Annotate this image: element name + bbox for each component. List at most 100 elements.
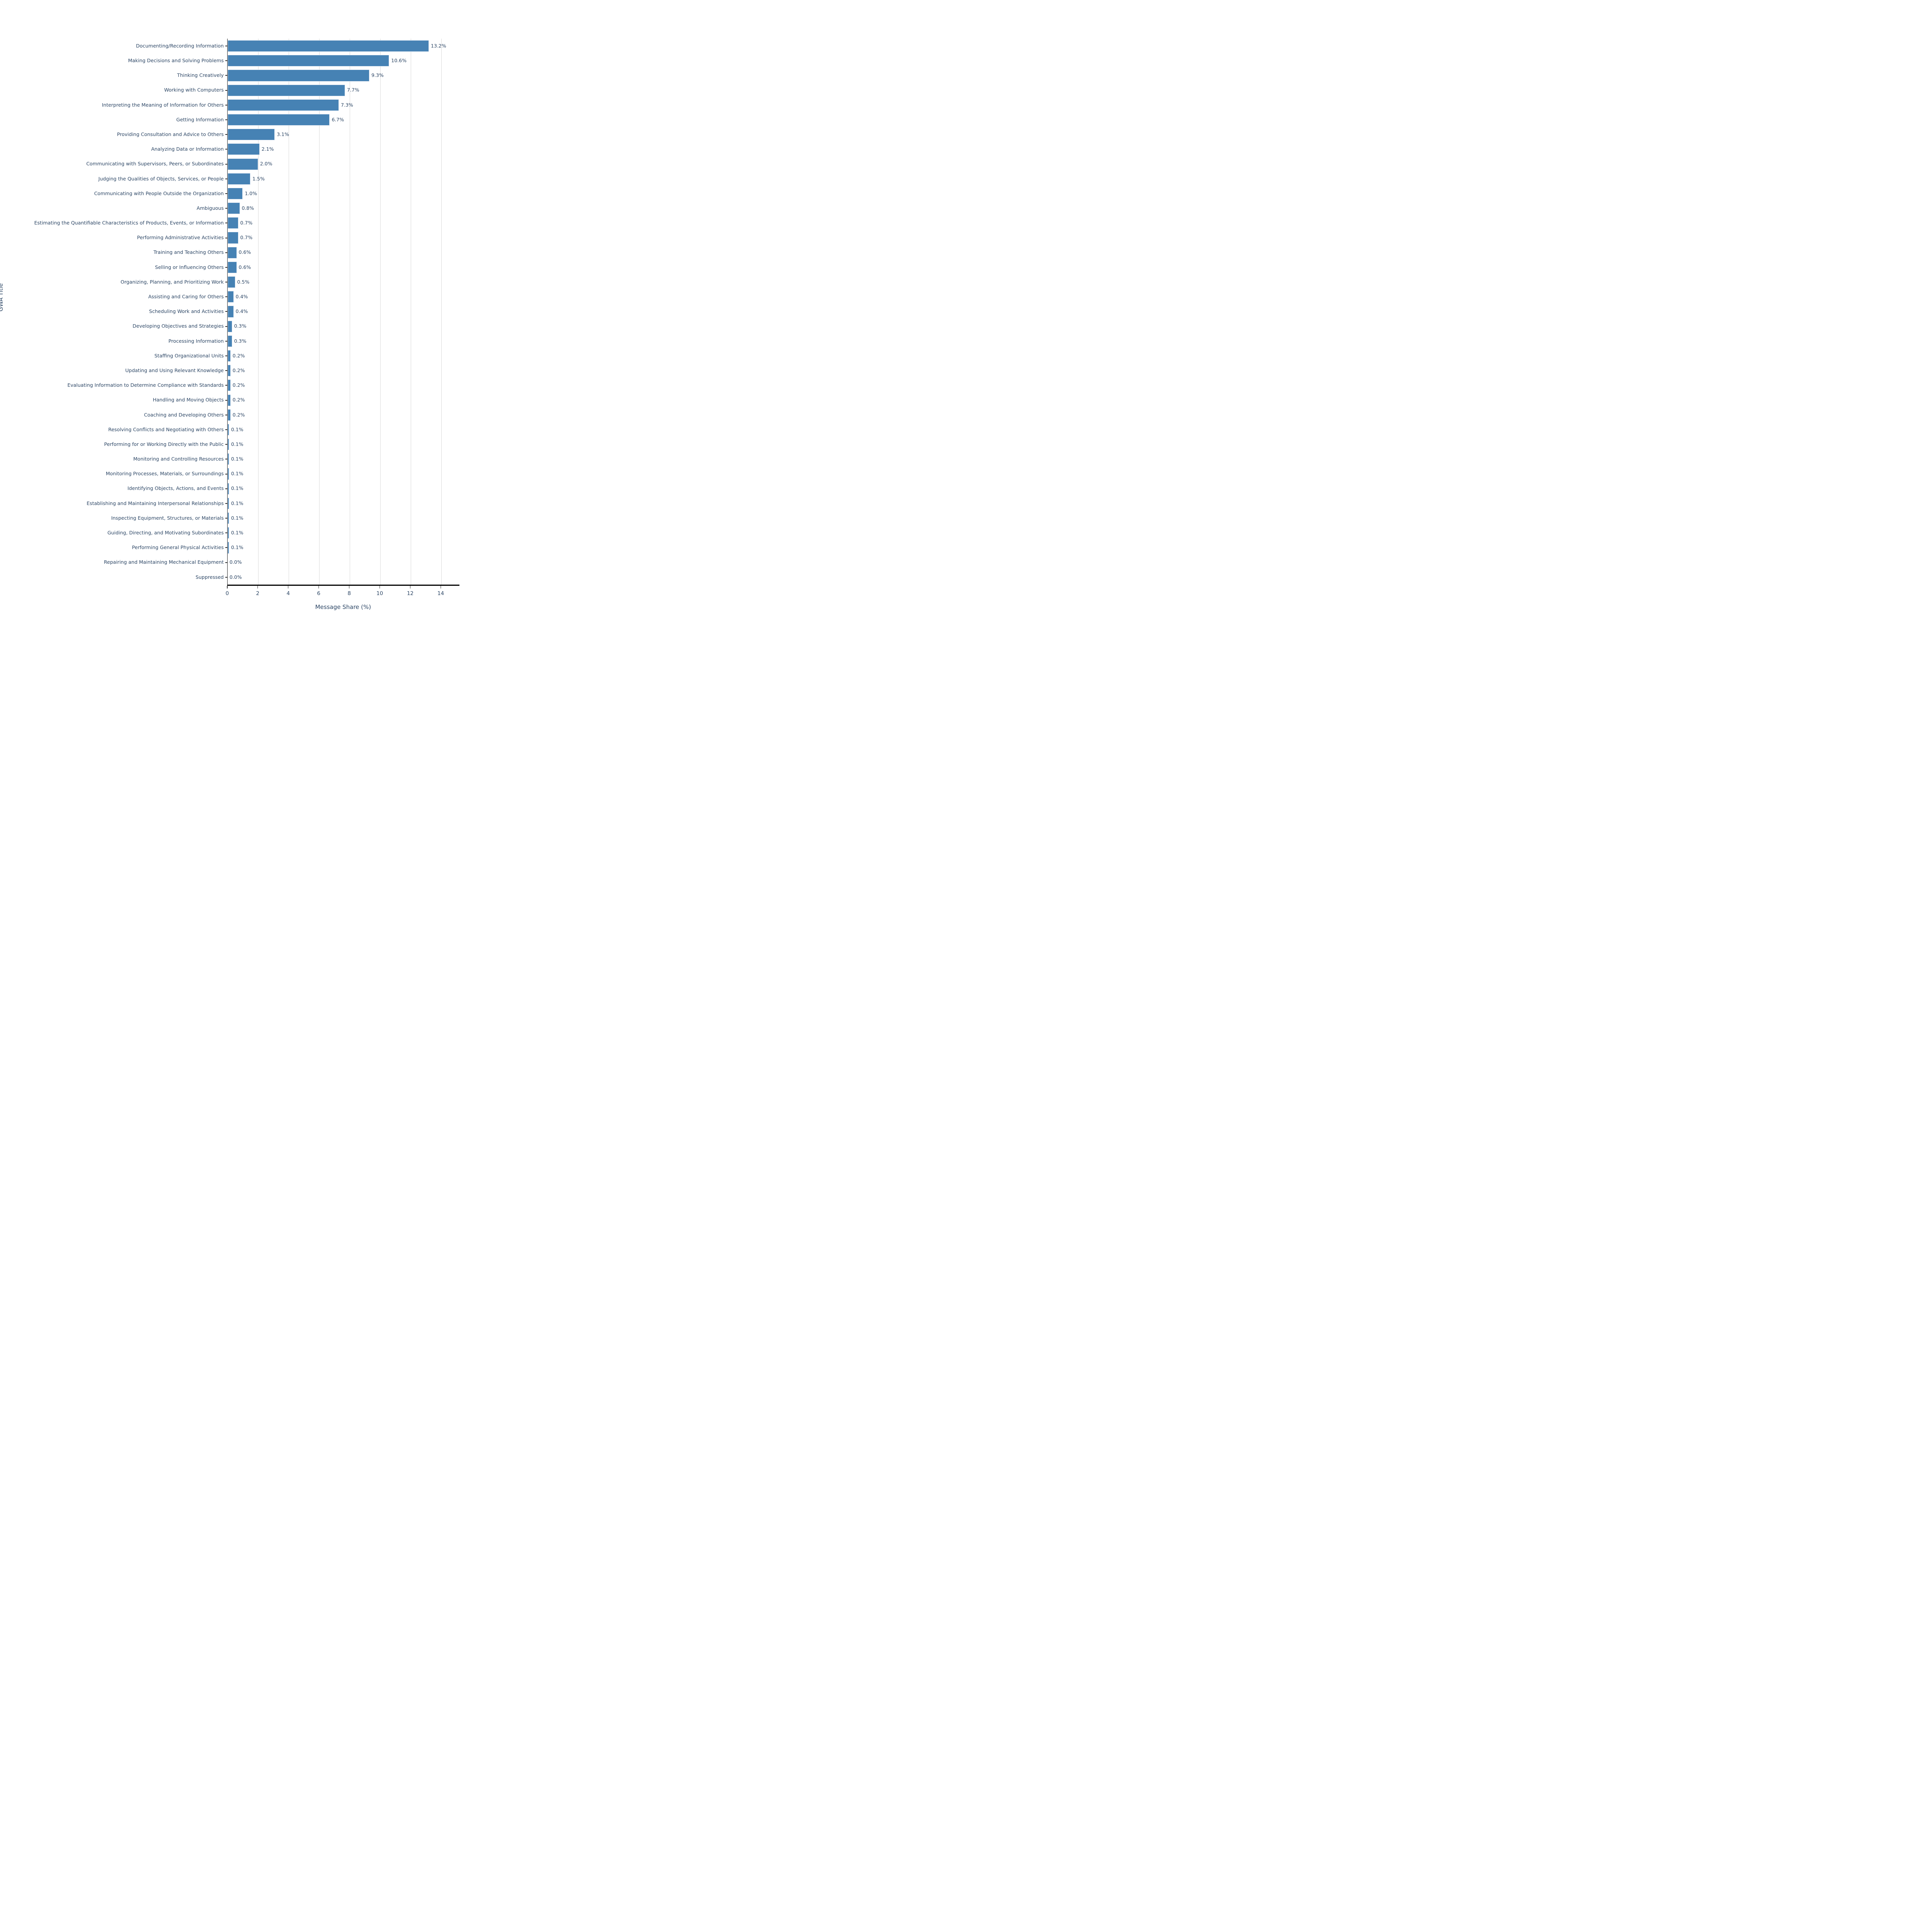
bar [228,497,229,509]
y-tick-mark [225,532,227,534]
gridline [258,39,259,585]
bar-row: Performing Administrative Activities 0.7% [137,230,459,245]
category-label: Training and Teaching Others [153,249,224,255]
value-label: 0.1% [231,471,243,477]
bar-row: Assisting and Caring for Others 0.4% [148,289,459,304]
value-label: 0.6% [238,264,251,270]
bar-row: Processing Information 0.3% [168,334,459,349]
value-label: 0.7% [240,235,253,241]
value-label: 0.1% [231,485,243,492]
category-label: Getting Information [176,116,224,122]
value-label: 0.1% [231,500,243,506]
y-tick-mark [225,547,227,548]
y-axis-title: GWA Title [0,283,4,311]
x-tick-mark [349,586,350,588]
bar [228,99,339,111]
bar [228,468,229,480]
bar [228,335,232,347]
bar [228,379,231,391]
x-tick-mark [410,586,411,588]
category-label: Estimating the Quantifiable Characterist… [34,220,224,226]
x-axis-title: Message Share (%) [315,604,371,611]
bar-row: Providing Consultation and Advice to Oth… [117,127,459,142]
x-tick-mark [288,586,289,588]
bar-row: Scheduling Work and Activities 0.4% [149,304,459,319]
y-tick-mark [225,119,227,121]
bar-chart-figure: GWA Title Documenting/Recording Informat… [0,0,484,618]
bar-row: Documenting/Recording Information 13.2% [136,39,459,53]
bar-row: Repairing and Maintaining Mechanical Equ… [104,555,459,570]
y-tick-mark [225,90,227,91]
bar-row: Getting Information 6.7% [176,112,459,127]
value-label: 1.0% [245,190,257,196]
gridline [380,39,381,585]
bar [228,453,229,465]
bar-row: Guiding, Directing, and Motivating Subor… [107,526,459,540]
category-label: Analyzing Data or Information [151,146,224,152]
y-tick-mark [225,267,227,268]
value-label: 0.2% [232,367,245,373]
bar [228,365,231,377]
category-label: Updating and Using Relevant Knowledge [125,367,224,373]
bar [228,276,235,288]
x-tick-label: 2 [256,590,260,597]
category-label: Guiding, Directing, and Motivating Subor… [107,530,224,536]
bar-row: Estimating the Quantifiable Characterist… [34,216,459,230]
y-tick-mark [225,208,227,209]
gridlines-layer [228,39,459,585]
x-tick-label: 8 [347,590,351,597]
x-tick-label: 4 [286,590,290,597]
gridline [319,39,320,585]
value-label: 0.0% [230,559,242,565]
value-label: 0.1% [231,530,243,536]
y-tick-mark [225,311,227,312]
bar-row: Organizing, Planning, and Prioritizing W… [121,275,459,289]
y-tick-mark [225,134,227,135]
y-tick-mark [225,488,227,489]
bar [228,483,229,495]
gridline [441,39,442,585]
x-tick-label: 10 [376,590,383,597]
value-label: 0.1% [231,426,243,432]
bar-row: Selling or Influencing Others 0.6% [155,260,459,275]
bar-row: Staffing Organizational Units 0.2% [155,349,459,363]
bar-row: Monitoring Processes, Materials, or Surr… [106,466,459,481]
y-tick-mark [225,577,227,578]
category-label: Thinking Creatively [177,72,224,78]
category-label: Identifying Objects, Actions, and Events [127,485,224,492]
category-label: Communicating with People Outside the Or… [94,190,224,196]
bar [228,350,231,362]
value-label: 6.7% [332,116,344,122]
y-tick-mark [225,163,227,165]
bar [228,70,370,82]
value-label: 0.3% [234,323,247,329]
bar [228,129,275,141]
value-label: 0.1% [231,515,243,521]
category-label: Resolving Conflicts and Negotiating with… [108,426,224,432]
category-label: Assisting and Caring for Others [148,294,224,300]
bar-row: Training and Teaching Others 0.6% [153,245,459,260]
bar [228,202,240,214]
bar [228,291,234,303]
category-label: Performing for or Working Directly with … [104,441,224,447]
x-axis-ticks: 0 2 4 6 8 10 12 14 [226,586,459,597]
bar [228,527,229,539]
bar-row: Judging the Qualities of Objects, Servic… [99,172,459,186]
bar [228,261,237,273]
bar-row: Ambiguous 0.8% [197,201,459,216]
value-label: 10.6% [391,58,407,64]
x-tick-mark [318,586,319,588]
category-label: Providing Consultation and Advice to Oth… [117,131,224,137]
value-label: 2.1% [261,146,274,152]
category-label: Repairing and Maintaining Mechanical Equ… [104,559,224,565]
bar [228,512,229,524]
category-label: Interpreting the Meaning of Information … [102,102,224,108]
value-label: 3.1% [277,131,289,137]
x-tick-label: 12 [407,590,414,597]
value-label: 0.7% [240,220,253,226]
bar-row: Making Decisions and Solving Problems 10.… [128,53,459,68]
category-label: Monitoring and Controlling Resources [133,456,224,462]
value-label: 0.3% [234,338,247,344]
bar [228,114,330,126]
category-label: Ambiguous [196,205,224,211]
